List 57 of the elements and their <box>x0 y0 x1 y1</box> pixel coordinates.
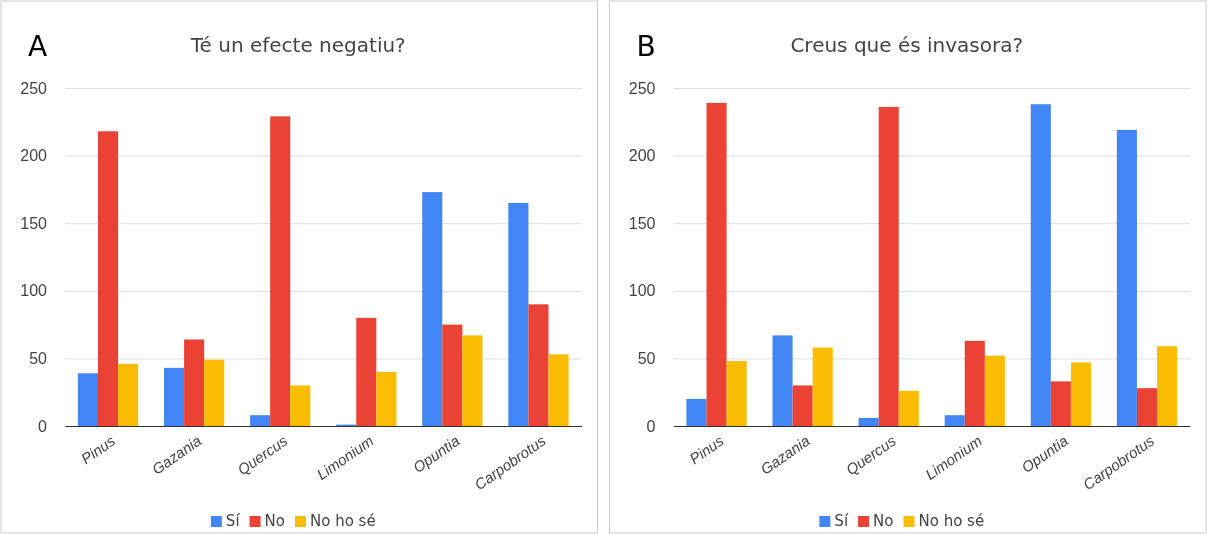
bar <box>548 354 569 426</box>
bar <box>462 335 483 426</box>
y-tick-label: 250 <box>20 79 48 97</box>
bar <box>204 359 225 426</box>
bar <box>686 398 707 426</box>
text: A <box>28 30 48 63</box>
legend-label: No ho sé <box>918 512 985 530</box>
bar <box>812 347 833 426</box>
chart-title: Creus que és invasora? <box>790 33 1024 57</box>
bar <box>356 317 377 426</box>
bar <box>98 131 119 426</box>
legend-label: Sí <box>225 512 241 530</box>
y-tick-label: 200 <box>628 147 656 165</box>
bar <box>422 192 443 426</box>
bar <box>898 390 919 426</box>
bar <box>1116 129 1137 426</box>
y-tick-label: 200 <box>20 147 48 165</box>
bar <box>270 116 291 426</box>
bar <box>1050 381 1071 426</box>
bar <box>964 340 985 426</box>
bar <box>858 417 879 426</box>
bar <box>726 361 747 426</box>
y-tick-label: 50 <box>637 350 656 368</box>
bar <box>984 355 1005 426</box>
y-tick-label: 250 <box>628 79 656 97</box>
legend-label: No <box>873 512 894 530</box>
bar <box>1136 388 1157 426</box>
bar <box>442 324 463 426</box>
y-tick-label: 150 <box>20 214 48 232</box>
text: B <box>636 30 656 63</box>
bar <box>164 367 185 426</box>
bar <box>792 385 813 426</box>
bar <box>184 339 205 426</box>
y-tick-label: 100 <box>20 282 48 300</box>
bar <box>772 335 793 426</box>
y-tick-label: 150 <box>628 214 656 232</box>
bar <box>290 385 311 426</box>
legend-label: Sí <box>834 512 849 530</box>
chart-title: Té un efecte negatiu? <box>189 33 406 57</box>
bar <box>118 363 139 426</box>
legend-label: No ho sé <box>309 512 376 530</box>
bar <box>878 106 899 426</box>
bar <box>1157 346 1178 426</box>
bar <box>528 304 549 426</box>
y-tick-label: 0 <box>646 417 656 435</box>
bar <box>1070 362 1091 426</box>
bar <box>1030 104 1051 426</box>
bar <box>77 373 98 426</box>
bar <box>706 102 727 426</box>
legend-label: No <box>264 512 285 530</box>
y-tick-label: 0 <box>38 417 48 435</box>
bar <box>376 371 397 426</box>
y-tick-label: 50 <box>29 350 48 368</box>
bar <box>508 202 529 426</box>
y-tick-label: 100 <box>628 282 656 300</box>
bar <box>944 415 965 426</box>
bar <box>250 415 271 426</box>
